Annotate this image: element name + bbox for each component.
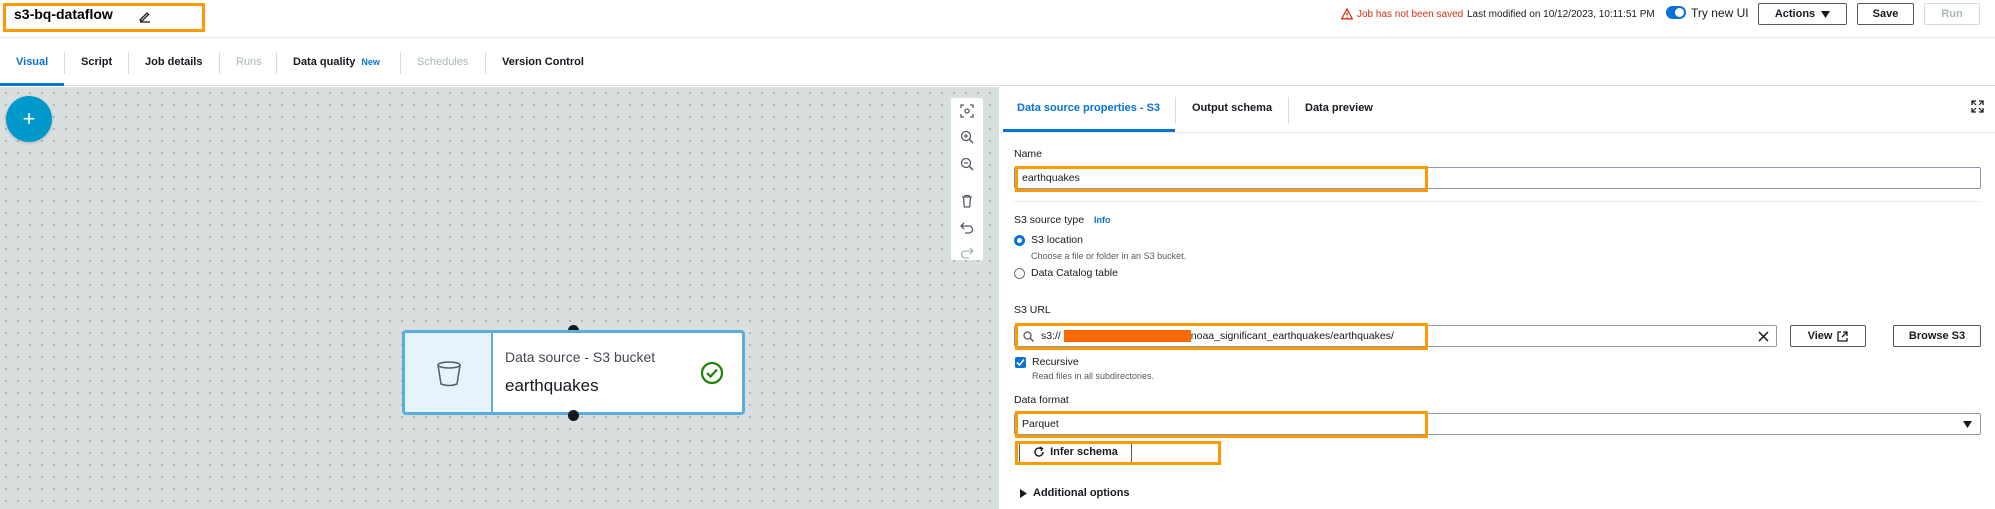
job-tab-bar: Visual Script Job details Runs Data qual… [0, 38, 1995, 86]
node-type-label: Data source - S3 bucket [505, 349, 656, 365]
tab-divider [64, 52, 65, 74]
visual-canvas[interactable]: + [0, 87, 998, 509]
recursive-description: Read files in all subdirectories. [1032, 371, 1155, 381]
section-divider [1014, 201, 1981, 202]
top-bar: s3-bq-dataflow Job has not been saved La… [0, 0, 1995, 38]
checkmark-icon [1016, 358, 1025, 367]
unsaved-warning-text: Job has not been saved [1357, 8, 1464, 20]
name-label: Name [1014, 148, 1043, 160]
last-modified-text: Last modified on 10/12/2023, 10:11:51 PM [1467, 9, 1655, 20]
data-source-node[interactable]: Data source - S3 bucket earthquakes [402, 330, 745, 415]
s3-url-label: S3 URL [1014, 304, 1051, 316]
tab-runs[interactable]: Runs [236, 56, 262, 68]
additional-options-label: Additional options [1033, 487, 1130, 499]
tab-divider [276, 52, 277, 74]
node-icon-cell [405, 333, 493, 412]
caret-right-icon [1020, 488, 1027, 498]
data-format-select[interactable]: Parquet [1014, 413, 1981, 435]
warning-icon [1341, 8, 1353, 20]
tab-divider [128, 52, 129, 74]
actions-dropdown-button[interactable]: Actions [1758, 3, 1847, 25]
active-panel-tab-indicator [1003, 129, 1175, 132]
caret-down-icon [1821, 10, 1831, 18]
properties-panel: Data source properties - S3 Output schem… [998, 87, 1995, 509]
tab-job-details[interactable]: Job details [145, 56, 203, 68]
view-button[interactable]: View [1790, 325, 1866, 347]
tab-divider [219, 52, 220, 74]
zoom-out-icon[interactable] [959, 156, 975, 172]
s3-location-radio[interactable] [1014, 235, 1025, 246]
save-button[interactable]: Save [1857, 3, 1914, 25]
caret-down-icon [1963, 421, 1972, 428]
undo-icon[interactable] [959, 220, 975, 236]
search-icon [1023, 331, 1034, 342]
unsaved-warning: Job has not been saved [1341, 8, 1463, 20]
try-new-ui-label: Try new UI [1691, 6, 1749, 20]
infer-schema-button[interactable]: Infer schema [1019, 441, 1132, 463]
node-output-handle[interactable] [568, 410, 579, 421]
info-link[interactable]: Info [1094, 215, 1111, 225]
tab-divider [485, 52, 486, 74]
expand-icon[interactable] [1971, 100, 1984, 113]
panel-tab-divider [1175, 97, 1176, 123]
infer-schema-label: Infer schema [1050, 446, 1118, 458]
name-input[interactable]: earthquakes [1014, 167, 1981, 189]
check-circle-icon [700, 361, 724, 385]
new-badge: New [361, 57, 380, 67]
s3-url-prefix: s3:// [1041, 330, 1061, 342]
s3-location-description: Choose a file or folder in an S3 bucket. [1031, 251, 1187, 261]
redaction-block [1064, 330, 1191, 342]
browse-s3-button[interactable]: Browse S3 [1893, 325, 1981, 347]
tab-visual[interactable]: Visual [16, 56, 49, 68]
data-catalog-table-radio[interactable] [1014, 268, 1025, 279]
tab-output-schema[interactable]: Output schema [1192, 102, 1273, 114]
recursive-checkbox[interactable] [1015, 357, 1026, 368]
canvas-toolbar [951, 98, 983, 260]
clear-icon[interactable] [1758, 331, 1769, 342]
tab-schedules[interactable]: Schedules [417, 56, 469, 68]
panel-tab-divider [1288, 97, 1289, 123]
tab-script[interactable]: Script [81, 56, 113, 68]
s3-location-label: S3 location [1031, 234, 1083, 246]
view-label: View [1807, 330, 1833, 342]
tab-data-preview[interactable]: Data preview [1305, 102, 1373, 114]
refresh-icon [1034, 446, 1044, 457]
external-link-icon [1837, 330, 1849, 342]
redo-icon[interactable] [959, 245, 975, 261]
new-ui-toggle[interactable] [1666, 6, 1686, 19]
job-title[interactable]: s3-bq-dataflow [14, 6, 113, 22]
actions-label: Actions [1774, 8, 1816, 20]
tab-data-quality-label: Data quality [293, 56, 356, 68]
tab-version-control[interactable]: Version Control [502, 56, 584, 68]
s3-source-type-text: S3 source type [1014, 214, 1085, 226]
fit-to-screen-icon[interactable] [959, 103, 975, 119]
data-catalog-table-label: Data Catalog table [1031, 267, 1118, 279]
trash-icon[interactable] [959, 193, 975, 209]
recursive-label: Recursive [1032, 356, 1079, 368]
zoom-in-icon[interactable] [959, 129, 975, 145]
s3-source-type-label: S3 source type Info [1014, 214, 1111, 226]
node-name: earthquakes [505, 376, 599, 395]
job-title-highlight [3, 3, 205, 32]
data-format-label: Data format [1014, 394, 1069, 406]
pencil-edit-icon[interactable] [138, 9, 152, 23]
data-format-value: Parquet [1022, 418, 1059, 430]
tab-divider [400, 52, 401, 74]
bucket-icon [437, 361, 461, 387]
tab-data-source-properties[interactable]: Data source properties - S3 [1017, 102, 1161, 114]
tab-data-quality[interactable]: Data quality New [293, 56, 380, 68]
active-tab-indicator [0, 83, 64, 86]
run-button[interactable]: Run [1924, 3, 1980, 25]
add-node-button[interactable]: + [6, 96, 52, 142]
additional-options-expander[interactable]: Additional options [1020, 487, 1130, 499]
s3-url-path: /noaa_significant_earthquakes/earthquake… [1187, 330, 1394, 342]
panel-tab-divider-line [999, 132, 1995, 133]
